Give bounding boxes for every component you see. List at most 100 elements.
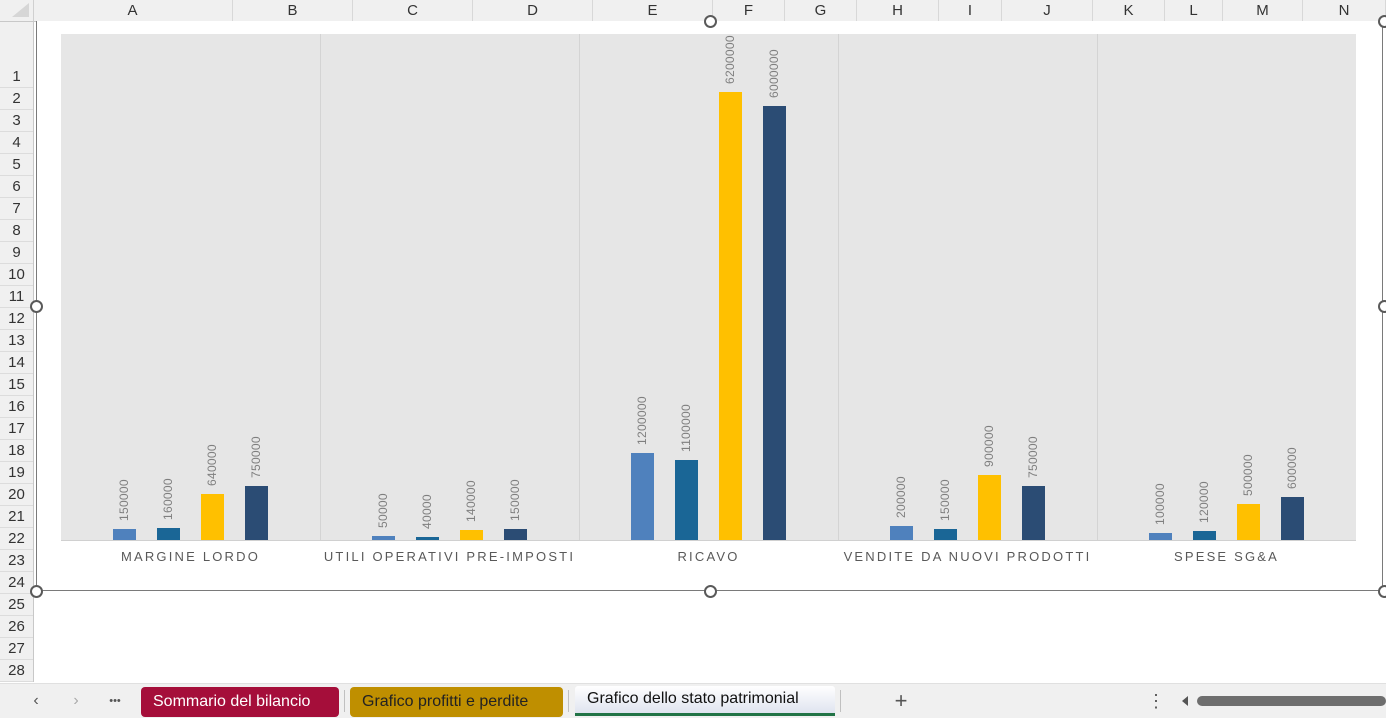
data-label: 140000 (464, 480, 478, 522)
bar-1[interactable] (113, 529, 136, 540)
category-divider (320, 34, 321, 540)
row-header-8[interactable]: 8 (0, 220, 33, 242)
row-header-20[interactable]: 20 (0, 484, 33, 506)
sheet-tab-bar: ‹ › ••• Sommario del bilancio Grafico pro… (0, 683, 1386, 718)
row-header-21[interactable]: 21 (0, 506, 33, 528)
bar-4[interactable] (1022, 486, 1045, 540)
row-header-19[interactable]: 19 (0, 462, 33, 484)
row-header-12[interactable]: 12 (0, 308, 33, 330)
data-label: 100000 (1153, 483, 1167, 525)
row-header-3[interactable]: 3 (0, 110, 33, 132)
bar-3[interactable] (719, 92, 742, 540)
column-header-a[interactable]: A (33, 0, 233, 21)
data-label: 40000 (420, 494, 434, 529)
row-header-11[interactable]: 11 (0, 286, 33, 308)
column-header-c[interactable]: C (353, 0, 473, 21)
chart-resize-handle-middle-right[interactable] (1378, 300, 1386, 313)
row-header-7[interactable]: 7 (0, 198, 33, 220)
bar-3[interactable] (1237, 504, 1260, 540)
bar-2[interactable] (1193, 531, 1216, 540)
bar-1[interactable] (1149, 533, 1172, 540)
column-header-j[interactable]: J (1002, 0, 1093, 21)
bar-2[interactable] (157, 528, 180, 540)
row-header-28[interactable]: 28 (0, 660, 33, 682)
bar-2[interactable] (416, 537, 439, 540)
sheet-options-button[interactable]: ⋮ (1147, 691, 1165, 711)
column-header-i[interactable]: I (939, 0, 1002, 21)
column-header-l[interactable]: L (1165, 0, 1223, 21)
column-header-f[interactable]: F (713, 0, 785, 21)
chart-resize-handle-bottom-right[interactable] (1378, 585, 1386, 598)
sheet-tab-3[interactable]: Grafico dello stato patrimonial (575, 686, 835, 716)
bar-1[interactable] (372, 536, 395, 540)
bar-3[interactable] (978, 475, 1001, 540)
row-header-17[interactable]: 17 (0, 418, 33, 440)
scrollbar-thumb[interactable] (1197, 696, 1386, 706)
bar-4[interactable] (245, 486, 268, 540)
row-header-9[interactable]: 9 (0, 242, 33, 264)
data-label: 160000 (161, 478, 175, 520)
row-header-23[interactable]: 23 (0, 550, 33, 572)
horizontal-scrollbar[interactable] (1180, 694, 1386, 708)
row-header-24[interactable]: 24 (0, 572, 33, 594)
data-label: 500000 (1241, 454, 1255, 496)
category-divider (579, 34, 580, 540)
data-label: 640000 (205, 444, 219, 486)
category-axis-label: SPESE SG&A (1173, 549, 1280, 564)
row-header-22[interactable]: 22 (0, 528, 33, 550)
row-header-4[interactable]: 4 (0, 132, 33, 154)
row-header-14[interactable]: 14 (0, 352, 33, 374)
chart-resize-handle-top-right[interactable] (1378, 15, 1386, 28)
bar-4[interactable] (504, 529, 527, 540)
row-header-13[interactable]: 13 (0, 330, 33, 352)
column-header-e[interactable]: E (593, 0, 713, 21)
row-header-27[interactable]: 27 (0, 638, 33, 660)
chart-resize-handle-top-center[interactable] (704, 15, 717, 28)
column-header-d[interactable]: D (473, 0, 593, 21)
next-sheet-button[interactable]: › (73, 692, 79, 709)
bar-3[interactable] (201, 494, 224, 540)
scroll-left-arrow-icon[interactable] (1182, 696, 1188, 706)
row-header-26[interactable]: 26 (0, 616, 33, 638)
more-sheets-button[interactable]: ••• (109, 695, 121, 707)
column-header-b[interactable]: B (233, 0, 353, 21)
bar-3[interactable] (460, 530, 483, 540)
data-label: 150000 (117, 479, 131, 521)
bar-2[interactable] (934, 529, 957, 540)
row-header-5[interactable]: 5 (0, 154, 33, 176)
chart-resize-handle-bottom-center[interactable] (704, 585, 717, 598)
sheet-tab-1[interactable]: Sommario del bilancio (141, 687, 339, 717)
data-label: 1200000 (635, 396, 649, 445)
row-header-25[interactable]: 25 (0, 594, 33, 616)
prev-sheet-button[interactable]: ‹ (33, 692, 39, 709)
select-all-corner[interactable] (0, 0, 34, 21)
x-axis-line (61, 540, 1356, 541)
bar-4[interactable] (1281, 497, 1304, 540)
bar-1[interactable] (890, 526, 913, 540)
column-header-m[interactable]: M (1223, 0, 1303, 21)
row-header-1[interactable]: 1 (0, 66, 33, 88)
bar-4[interactable] (763, 106, 786, 540)
chart-resize-handle-bottom-left[interactable] (30, 585, 43, 598)
plot-area[interactable] (61, 34, 1356, 540)
data-label: 6000000 (767, 49, 781, 98)
bar-1[interactable] (631, 453, 654, 540)
column-header-n[interactable]: N (1303, 0, 1386, 21)
row-header-18[interactable]: 18 (0, 440, 33, 462)
column-header-k[interactable]: K (1093, 0, 1165, 21)
bar-2[interactable] (675, 460, 698, 540)
category-axis-label: UTILI OPERATIVI PRE-IMPOSTI (323, 549, 576, 564)
data-label: 6200000 (723, 35, 737, 84)
row-header-10[interactable]: 10 (0, 264, 33, 286)
row-header-6[interactable]: 6 (0, 176, 33, 198)
chart-resize-handle-middle-left[interactable] (30, 300, 43, 313)
data-label: 200000 (894, 476, 908, 518)
sheet-tab-2[interactable]: Grafico profitti e perdite (350, 687, 563, 717)
column-header-g[interactable]: G (785, 0, 857, 21)
row-header-16[interactable]: 16 (0, 396, 33, 418)
column-header-h[interactable]: H (857, 0, 939, 21)
category-axis-label: VENDITE DA NUOVI PRODOTTI (843, 549, 1092, 564)
row-header-2[interactable]: 2 (0, 88, 33, 110)
add-sheet-button[interactable]: + (894, 688, 908, 713)
row-header-15[interactable]: 15 (0, 374, 33, 396)
